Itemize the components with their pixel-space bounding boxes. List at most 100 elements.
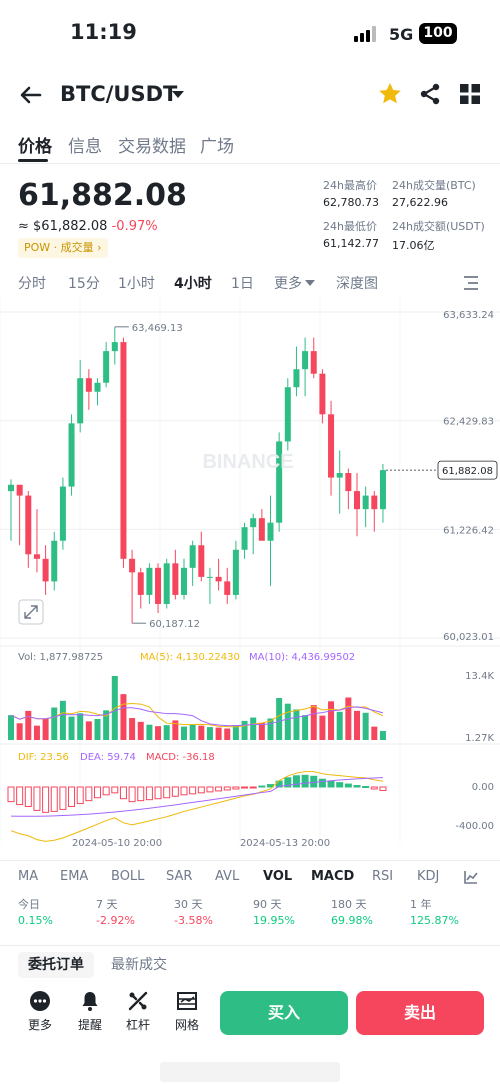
more-dots-icon [30,991,50,1011]
pair-title[interactable]: BTC/USDT [60,82,178,106]
candle-body [59,486,66,541]
interval-15m[interactable]: 15分 [68,276,100,292]
indicator-vol[interactable]: VOL [263,869,293,884]
candle-body [310,351,317,374]
candle-body [189,545,196,568]
candle-body [362,495,369,510]
volume-bar [241,720,248,740]
share-icon[interactable] [416,80,444,108]
candle-body [354,491,360,510]
candle-body [42,558,49,582]
high-label: 24h最高价 [323,179,377,192]
expand-arrows-icon [24,605,38,619]
macd-histogram-bar [50,786,58,812]
macd-dif-line [10,771,384,842]
tab-square[interactable]: 广场 [200,137,234,157]
tab-open-orders[interactable]: 委托订单 [18,952,94,978]
usd-value-line: ≈ $61,882.08 -0.97% [18,219,158,234]
network-label: 5G [389,25,414,44]
kline-chart[interactable]: BINANCE 63,469.13 60,187.12 63,633.24 62,429… [0,298,500,858]
macd-histogram-bar [197,786,205,794]
indicator-boll[interactable]: BOLL [111,869,145,884]
indicator-macd[interactable]: MACD [311,869,355,884]
more-dropdown-icon[interactable] [305,280,315,286]
volume-bar [103,710,110,740]
interval-line[interactable]: 分时 [18,276,46,292]
tab-price[interactable]: 价格 [18,137,52,157]
interval-more[interactable]: 更多 [274,276,302,292]
tab-trading-data[interactable]: 交易数据 [118,137,186,157]
chart-settings-icon[interactable] [462,274,480,292]
layout-grid-icon[interactable] [458,82,482,106]
macd-histogram-bar [102,786,110,796]
price-axis-label: 63,633.24 [443,310,494,321]
buy-button[interactable]: 买入 [220,991,348,1035]
volume-bar [284,703,291,740]
tab-info[interactable]: 信息 [68,137,102,157]
back-arrow-icon[interactable] [16,80,46,110]
leverage-button[interactable]: 杠杆 [118,990,158,1033]
alert-button[interactable]: 提醒 [70,990,110,1033]
price-axis-label: 60,023.01 [443,632,494,643]
leverage-label: 杠杆 [125,1018,150,1032]
perf-value: -3.58% [174,914,213,927]
macd-histogram-bar [128,786,136,803]
perf-label: 今日 [18,898,40,911]
indicator-sar[interactable]: SAR [166,869,193,884]
volume-bar [137,721,144,740]
perf-label: 1 年 [410,898,432,911]
indicator-rsi[interactable]: RSI [372,869,394,884]
candle-body [111,342,118,352]
volume-bar [319,715,326,740]
tab-latest-trades[interactable]: 最新成交 [111,957,167,973]
candle-body [328,414,335,478]
macd-histogram-bar [223,786,231,791]
volume-bar [59,700,66,740]
pow-tag[interactable]: POW · 成交量 › [18,238,108,258]
indicator-avl[interactable]: AVL [215,869,240,884]
favorite-star-icon[interactable] [376,80,404,108]
macd-histogram-bar [318,778,326,788]
interval-1h[interactable]: 1小时 [118,276,155,292]
candle-body [371,495,378,510]
candle-body [103,351,110,383]
interval-1d[interactable]: 1日 [231,276,254,292]
change-percent: -0.97% [111,219,158,234]
interval-depth[interactable]: 深度图 [336,276,378,292]
volume-bar [302,715,309,740]
indicator-kdj[interactable]: KDJ [417,869,440,884]
battery-icon: 100 [419,23,457,44]
macd-histogram-bar [189,786,197,795]
perf-label: 180 天 [331,898,367,911]
candle-body [25,495,32,555]
volume-bar [146,724,153,740]
alert-label: 提醒 [77,1018,102,1032]
candle-body [181,567,187,595]
more-button[interactable]: 更多 [20,990,60,1033]
interval-4h[interactable]: 4小时 [174,276,212,292]
volume-bar [362,712,369,740]
macd-histogram-bar [344,783,352,788]
volume-bottom-label: 1.27K [465,733,494,744]
pair-header: BTC/USDT [0,74,500,116]
volume-bar [129,718,136,740]
volume-bar [328,701,335,740]
indicator-ema[interactable]: EMA [60,869,89,884]
macd-histogram-bar [85,786,93,802]
low-label: 24h最低价 [323,220,377,233]
sell-button[interactable]: 卖出 [356,991,484,1035]
order-tabs: 委托订单 最新成交 [0,945,500,979]
indicator-settings-icon[interactable] [463,869,479,885]
low-value: 61,142.77 [323,237,379,250]
volume-bar [224,728,231,740]
volume-bar [51,707,58,740]
indicator-ma[interactable]: MA [18,869,39,884]
volume-label: Vol: 1,877.98725 [18,652,103,663]
grid-trading-button[interactable]: 网格 [167,990,207,1033]
candle-body [293,369,300,388]
candle-body [51,540,58,582]
interval-bar: 分时 15分 1小时 4小时 1日 更多 深度图 [0,268,500,298]
candle-body [198,545,205,577]
pair-dropdown-icon[interactable] [172,91,184,98]
price-axis-label: 61,226.42 [443,525,494,536]
